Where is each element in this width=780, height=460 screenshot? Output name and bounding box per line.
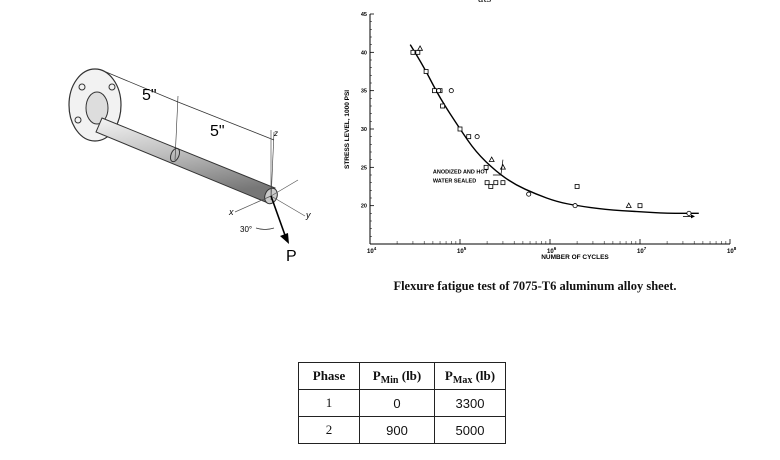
header-pmin-subscript: Min <box>380 375 399 386</box>
load-table: Phase PMin (lb) PMax (lb) 1 0 3300 2 900… <box>298 362 506 444</box>
header-pmin-unit: (lb) <box>398 368 422 383</box>
data-point-square <box>483 164 489 170</box>
data-point-triangle <box>416 45 424 51</box>
data-point-square <box>488 184 494 189</box>
header-pmin-symbol: P <box>372 368 381 383</box>
y-axis-title: STRESS LEVEL, 1000 PSI <box>344 90 351 169</box>
runout-arrowhead <box>690 214 695 219</box>
x-axis <box>234 195 272 213</box>
load-label: P <box>286 248 297 265</box>
cell-pmax: 5000 <box>434 416 506 444</box>
angle-label: 30° <box>240 225 252 234</box>
bolt-hole <box>78 83 86 91</box>
x-axis-title: NUMBER OF CYCLES <box>541 254 609 261</box>
data-point-square <box>574 184 580 189</box>
chart-axes <box>369 14 730 245</box>
data-point-square <box>415 49 421 55</box>
data-point-circle <box>436 88 442 94</box>
x-tick-label: 106 <box>547 246 557 255</box>
cell-pmax: 3300 <box>434 389 506 417</box>
fatigue-chart: 20 25 30 35 40 45 104 105 106 107 108 STRESS LEVEL… <box>344 12 737 261</box>
y-tick-label: 25 <box>361 165 367 171</box>
data-point-square <box>432 88 437 94</box>
table-row: 2 900 5000 <box>298 416 506 444</box>
y-tick-label: 45 <box>361 12 367 18</box>
data-point-triangle <box>488 156 495 162</box>
data-point-square <box>440 103 445 109</box>
table-row: 1 0 3300 <box>298 389 506 417</box>
data-point-triangle <box>625 202 632 208</box>
x-tick-label: 104 <box>367 246 377 255</box>
figure-caption: Flexure fatigue test of 7075-T6 aluminum… <box>393 279 677 293</box>
x-tick-label: 108 <box>727 246 737 255</box>
dimension-line <box>105 71 179 103</box>
shaft-section <box>169 147 181 163</box>
extension-line <box>174 95 179 161</box>
y-tick-label: 35 <box>361 89 367 95</box>
data-point-circle <box>448 88 454 94</box>
data-point-circle <box>572 203 578 209</box>
data-point-square <box>484 180 490 186</box>
data-points <box>410 45 695 219</box>
y-axis <box>270 195 306 217</box>
dimension-label-1: 5" <box>142 87 157 104</box>
y-tick-label: 40 <box>361 50 367 56</box>
annotation-line-1: ANODIZED AND HOT <box>433 169 489 175</box>
axis-y-label: y <box>305 210 311 220</box>
cell-pmin: 900 <box>359 416 435 444</box>
bolt-hole <box>74 116 82 124</box>
data-point-square <box>457 126 463 132</box>
annotation-line-2: WATER SEALED <box>433 179 476 185</box>
data-point-square <box>466 134 472 140</box>
header-pmin: PMin (lb) <box>359 362 435 390</box>
data-point-circle <box>474 134 480 140</box>
cell-phase: 1 <box>298 389 360 417</box>
cell-pmin: 0 <box>359 389 435 417</box>
data-point-circle <box>686 210 692 216</box>
cell-phase: 2 <box>298 416 360 444</box>
x-tick-label: 105 <box>457 246 467 255</box>
bolt-hole <box>108 83 116 91</box>
header-phase: Phase <box>298 362 360 390</box>
x-tick-label: 107 <box>637 246 647 255</box>
chart-ticks: 20 25 30 35 40 45 104 105 106 107 108 <box>361 12 737 255</box>
data-point-square <box>500 180 506 186</box>
dimension-line <box>177 101 275 141</box>
fit-curve <box>409 44 699 215</box>
data-point-triangle <box>499 163 507 170</box>
y-tick-label: 20 <box>361 204 367 210</box>
axis-guide <box>270 179 299 197</box>
axis-x-label: x <box>228 207 234 217</box>
header-pmax-unit: (lb) <box>472 368 496 383</box>
load-arrowhead <box>280 233 289 244</box>
axis-z-label: z <box>273 129 278 138</box>
y-tick-label: 30 <box>361 127 367 133</box>
data-point-square <box>423 69 429 74</box>
data-point-square <box>637 203 643 209</box>
annotation: ANODIZED AND HOT WATER SEALED <box>433 159 504 185</box>
header-pmax-subscript: Max <box>452 375 473 386</box>
extension-line <box>270 131 275 201</box>
data-point-square <box>410 49 416 55</box>
flange-hub <box>85 91 109 125</box>
cut-off-top-text: ats <box>478 0 491 6</box>
data-point-circle <box>526 191 532 197</box>
load-arrow <box>270 195 287 239</box>
dimension-label-2: 5" <box>210 123 225 140</box>
annotation-leader <box>492 159 504 176</box>
data-point-square <box>493 180 499 186</box>
header-pmax-symbol: P <box>444 368 453 383</box>
shaft <box>95 117 276 204</box>
table-header-row: Phase PMin (lb) PMax (lb) <box>298 362 506 390</box>
header-pmax: PMax (lb) <box>434 362 506 390</box>
angle-arc <box>255 227 275 230</box>
shaft-figure: 5" 5" z x y 30° P <box>68 68 311 265</box>
